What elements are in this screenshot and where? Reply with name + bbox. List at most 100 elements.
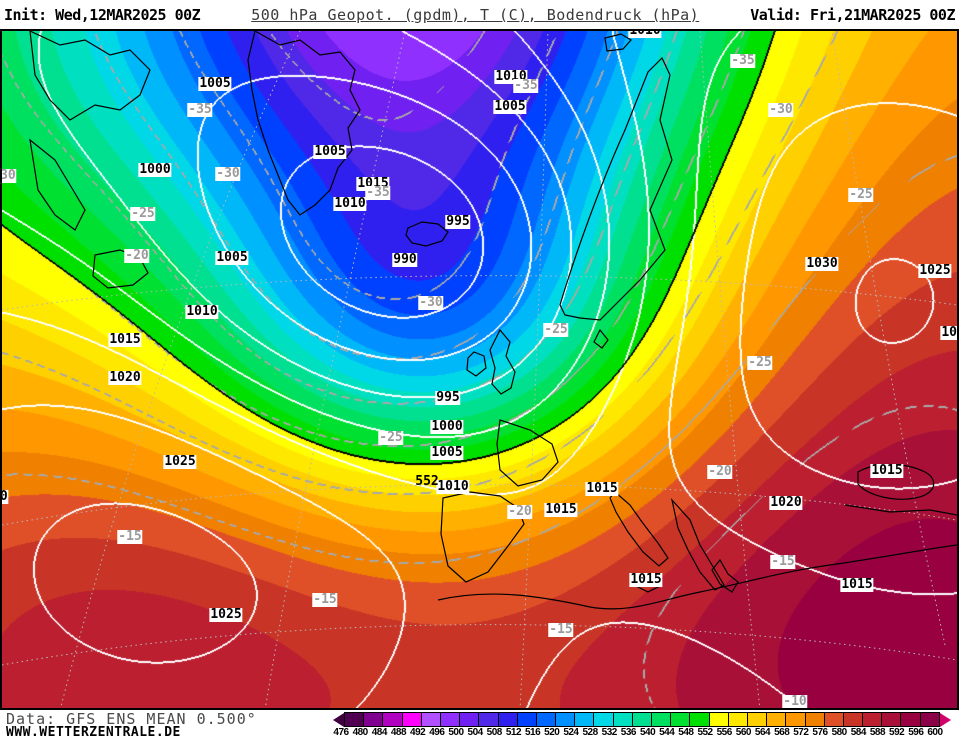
isobar-label: 1020 [2, 490, 9, 504]
colorbar-tick: 528 [582, 727, 598, 738]
colorbar-segment [671, 713, 691, 726]
isobar-label: 1000 [138, 162, 172, 177]
colorbar-segment [479, 713, 499, 726]
map-title: 500 hPa Geopot. (gpdm), T (C), Bodendruc… [251, 5, 700, 24]
colorbar-tick: 484 [371, 727, 388, 738]
colorbar-tick: 476 [333, 727, 349, 738]
isobar-label: 1020 [108, 370, 142, 385]
colorbar-tick: 548 [678, 727, 694, 738]
isobar-label: 1015 [870, 463, 904, 478]
isobar-label: 1010 [185, 304, 219, 319]
colorbar-tick: 600 [927, 727, 943, 738]
colorbar-segment [901, 713, 921, 726]
colorbar-tick: 500 [448, 727, 464, 738]
isotherm-label: -10 [782, 694, 808, 709]
colorbar-segment [536, 713, 557, 726]
colorbar-tick: 512 [505, 727, 522, 738]
graticule [2, 31, 957, 708]
coast-newfoundland [92, 249, 149, 289]
colorbar-cells [344, 712, 940, 727]
isotherm-label: -25 [378, 430, 404, 445]
isobar-label: 1005 [198, 76, 232, 91]
isobar-label: 1010 [333, 196, 367, 211]
isobar-label: 1005 [493, 99, 527, 114]
map-footer: Data: GFS ENS MEAN 0.500° WWW.WETTERZENT… [0, 710, 959, 741]
data-source: Data: GFS ENS MEAN 0.500° [6, 710, 257, 728]
coast-anatolia [844, 504, 957, 516]
isotherm-label: -30 [768, 102, 794, 117]
colorbar-tick: 536 [620, 727, 637, 738]
isotherm-label: -30 [215, 166, 241, 181]
isotherm-label: -15 [312, 592, 338, 607]
colorbar-tick: 596 [908, 727, 924, 738]
colorbar-segment [345, 713, 365, 726]
isobar-label: 1020 [769, 495, 803, 510]
colorbar-segment [824, 713, 844, 726]
colorbar-tick: 560 [735, 727, 752, 738]
colorbar-segment [690, 713, 710, 726]
colorbar-tick: 524 [563, 727, 579, 738]
colorbar-tick: 504 [467, 727, 484, 738]
isobar-label: 1025 [209, 607, 243, 622]
colorbar-segment [863, 713, 883, 726]
colorbar-tick: 580 [831, 727, 848, 738]
isobar-label: 1025 [163, 454, 197, 469]
coastlines-overlay [2, 31, 957, 708]
isotherm-label: -35 [730, 53, 756, 68]
isotherm-label: -20 [507, 504, 533, 519]
colorbar-segment [805, 713, 825, 726]
isotherm-label: -35 [187, 102, 213, 117]
weather-chart-area: 1010 1010 1005 1005 1005 1000 1015 1010 995 1005 9… [0, 29, 959, 710]
isobar-label: 1025 [918, 263, 952, 278]
colorbar-segment [402, 713, 422, 726]
isobar-label: 995 [445, 214, 471, 229]
colorbar-tick: 588 [869, 727, 886, 738]
isobar-label: 1005 [430, 445, 464, 460]
colorbar-segment [920, 713, 939, 726]
isotherm-label: -20 [707, 464, 733, 479]
isotherm-label: -25 [543, 322, 569, 337]
isotherm-label: -30 [2, 169, 17, 183]
coast-north-africa [437, 544, 957, 610]
isobar-label: 1010 [628, 31, 662, 38]
isotherm-label: -35 [365, 185, 391, 200]
colorbar-segment [575, 713, 595, 726]
isobar-label: 1015 [585, 481, 619, 496]
map-header: Init: Wed,12MAR2025 00Z 500 hPa Geopot. … [0, 0, 959, 29]
isobar-label: 1005 [313, 144, 347, 159]
coast-iberia [440, 491, 525, 583]
coast-svalbard [604, 33, 632, 52]
isotherm-label: -25 [848, 187, 874, 202]
colorbar-tick: 520 [544, 727, 560, 738]
isobar-label: 1025 [940, 326, 957, 340]
colorbar-tick: 488 [390, 727, 407, 738]
colorbar-tick: 592 [889, 727, 905, 738]
colorbar-segment [498, 713, 518, 726]
colorbar-segment [517, 713, 537, 726]
colorbar-segment [440, 713, 461, 726]
colorbar-right-arrow [940, 712, 951, 727]
colorbar-segment [594, 713, 614, 726]
isotherm-label: -35 [513, 78, 539, 93]
isotherm-label: -15 [548, 622, 574, 637]
colorbar-segment [613, 713, 633, 726]
isobar-label: 1010 [436, 479, 470, 494]
isotherm-label: -15 [117, 529, 143, 544]
isobar-label: 995 [435, 390, 461, 405]
isotherm-label: -25 [130, 206, 156, 221]
geopotential-label: 552 [415, 474, 439, 489]
isobar-label: 1030 [805, 256, 839, 271]
coast-greenland [247, 31, 361, 216]
colorbar-tick: 540 [639, 727, 656, 738]
coast-scandinavia [559, 56, 673, 321]
coast-labrador [29, 138, 86, 231]
valid-time: Valid: Fri,21MAR2025 00Z [750, 5, 955, 24]
colorbar-segment [460, 713, 480, 726]
coast-france [496, 419, 559, 487]
colorbar-segment [882, 713, 902, 726]
colorbar-tick: 480 [352, 727, 369, 738]
isotherm-label: -20 [124, 248, 150, 263]
colorbar-segment [556, 713, 576, 726]
colorbar-tick: 532 [601, 727, 618, 738]
